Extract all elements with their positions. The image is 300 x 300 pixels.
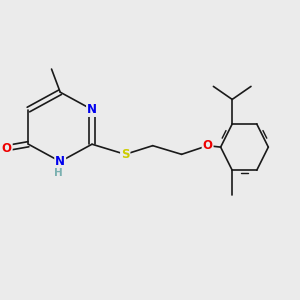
Text: S: S [121,148,130,161]
Text: N: N [55,155,65,168]
Text: N: N [87,103,97,116]
Text: O: O [202,139,213,152]
Text: H: H [53,167,62,178]
Text: O: O [2,142,12,155]
